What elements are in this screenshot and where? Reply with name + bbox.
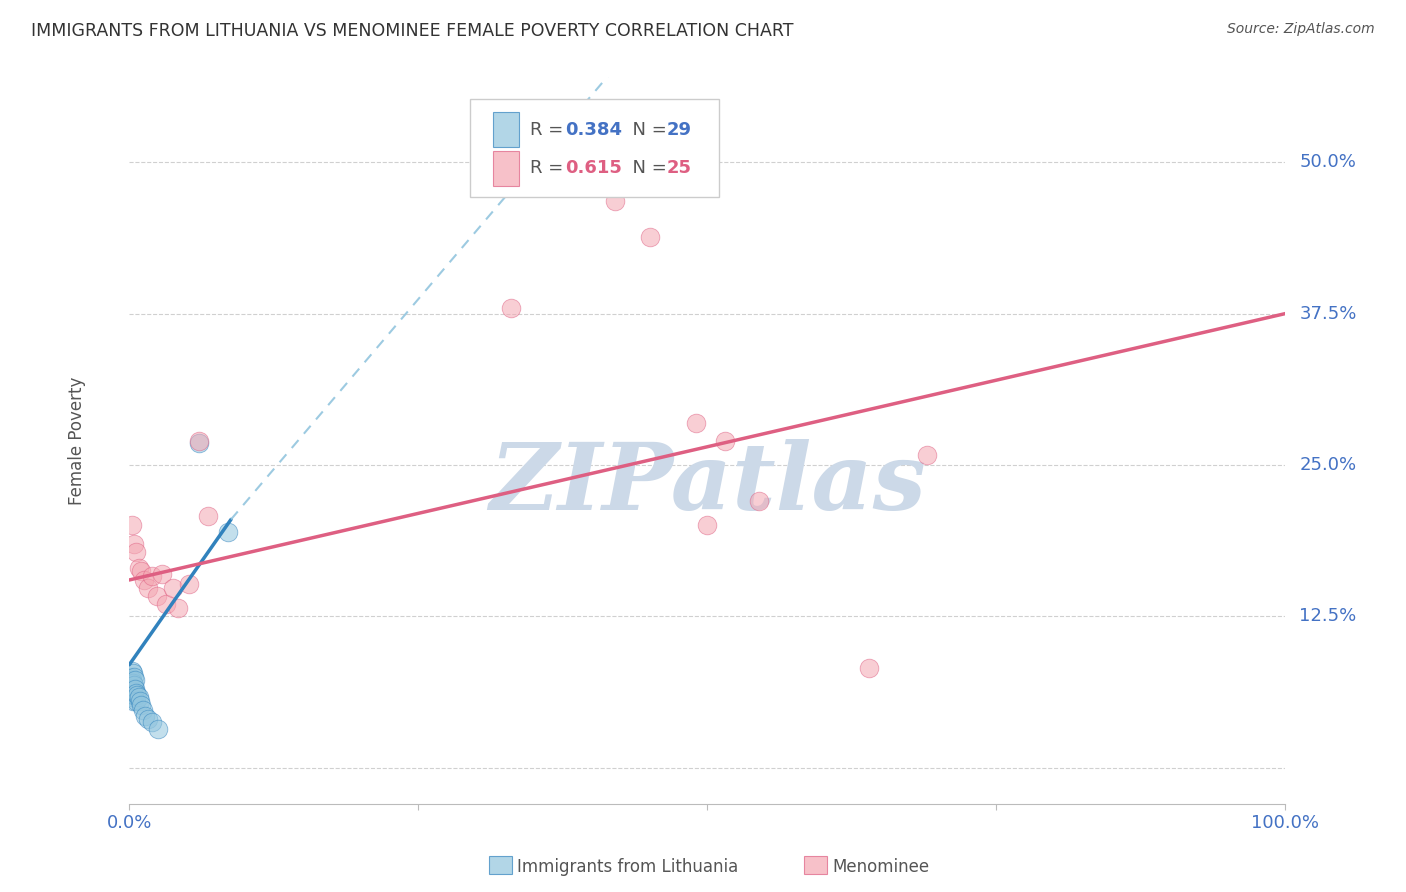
- Point: [603, 194, 626, 208]
- Point: [134, 708, 156, 723]
- Text: IMMIGRANTS FROM LITHUANIA VS MENOMINEE FEMALE POVERTY CORRELATION CHART: IMMIGRANTS FROM LITHUANIA VS MENOMINEE F…: [31, 22, 793, 40]
- Point: [121, 664, 143, 678]
- Point: [128, 694, 150, 708]
- Point: [121, 681, 143, 696]
- Point: [155, 597, 177, 611]
- Point: [166, 600, 188, 615]
- Point: [120, 688, 142, 702]
- Point: [125, 685, 148, 699]
- Text: N =: N =: [620, 120, 672, 139]
- Text: 29: 29: [666, 120, 692, 139]
- Point: [129, 565, 152, 579]
- Point: [217, 524, 239, 539]
- Point: [121, 690, 143, 705]
- Text: Immigrants from Lithuania: Immigrants from Lithuania: [517, 858, 738, 876]
- Text: R =: R =: [530, 120, 569, 139]
- Point: [150, 566, 173, 581]
- Point: [141, 714, 163, 729]
- Text: Menominee: Menominee: [832, 858, 929, 876]
- Point: [197, 508, 219, 523]
- Text: 50.0%: 50.0%: [1299, 153, 1357, 171]
- Point: [915, 448, 938, 462]
- Point: [179, 576, 201, 591]
- Text: 0.615: 0.615: [565, 160, 621, 178]
- Point: [136, 712, 159, 726]
- Point: [122, 688, 145, 702]
- Point: [146, 589, 169, 603]
- FancyBboxPatch shape: [494, 112, 519, 147]
- Point: [122, 536, 145, 550]
- Point: [121, 684, 143, 698]
- FancyBboxPatch shape: [471, 99, 718, 197]
- Point: [121, 518, 143, 533]
- Point: [121, 694, 143, 708]
- Point: [121, 666, 143, 681]
- Point: [696, 518, 718, 533]
- Point: [121, 673, 143, 688]
- Point: [120, 678, 142, 692]
- Point: [748, 494, 770, 508]
- Point: [125, 694, 148, 708]
- Point: [136, 582, 159, 596]
- Point: [134, 573, 156, 587]
- Point: [187, 434, 209, 448]
- Text: 25.0%: 25.0%: [1299, 456, 1357, 474]
- Point: [141, 569, 163, 583]
- Point: [120, 670, 142, 684]
- Point: [121, 676, 143, 690]
- Point: [638, 230, 661, 244]
- Text: R =: R =: [530, 160, 569, 178]
- Point: [128, 561, 150, 575]
- Point: [685, 416, 707, 430]
- Text: 0.384: 0.384: [565, 120, 621, 139]
- Point: [148, 722, 170, 736]
- Point: [124, 673, 146, 688]
- Point: [129, 698, 152, 712]
- Point: [187, 436, 209, 450]
- Point: [499, 301, 522, 315]
- Point: [124, 681, 146, 696]
- Point: [858, 661, 880, 675]
- Point: [713, 434, 735, 448]
- FancyBboxPatch shape: [494, 151, 519, 186]
- Text: Source: ZipAtlas.com: Source: ZipAtlas.com: [1227, 22, 1375, 37]
- Text: 37.5%: 37.5%: [1299, 304, 1357, 323]
- Text: 25: 25: [666, 160, 692, 178]
- Point: [122, 678, 145, 692]
- Text: ZIPatlas: ZIPatlas: [489, 439, 925, 529]
- Text: 12.5%: 12.5%: [1299, 607, 1357, 625]
- Point: [125, 545, 148, 559]
- Point: [162, 582, 184, 596]
- Point: [127, 688, 149, 702]
- Text: N =: N =: [620, 160, 672, 178]
- Point: [122, 670, 145, 684]
- Point: [128, 690, 150, 705]
- Text: Female Poverty: Female Poverty: [69, 376, 86, 505]
- Point: [132, 702, 155, 716]
